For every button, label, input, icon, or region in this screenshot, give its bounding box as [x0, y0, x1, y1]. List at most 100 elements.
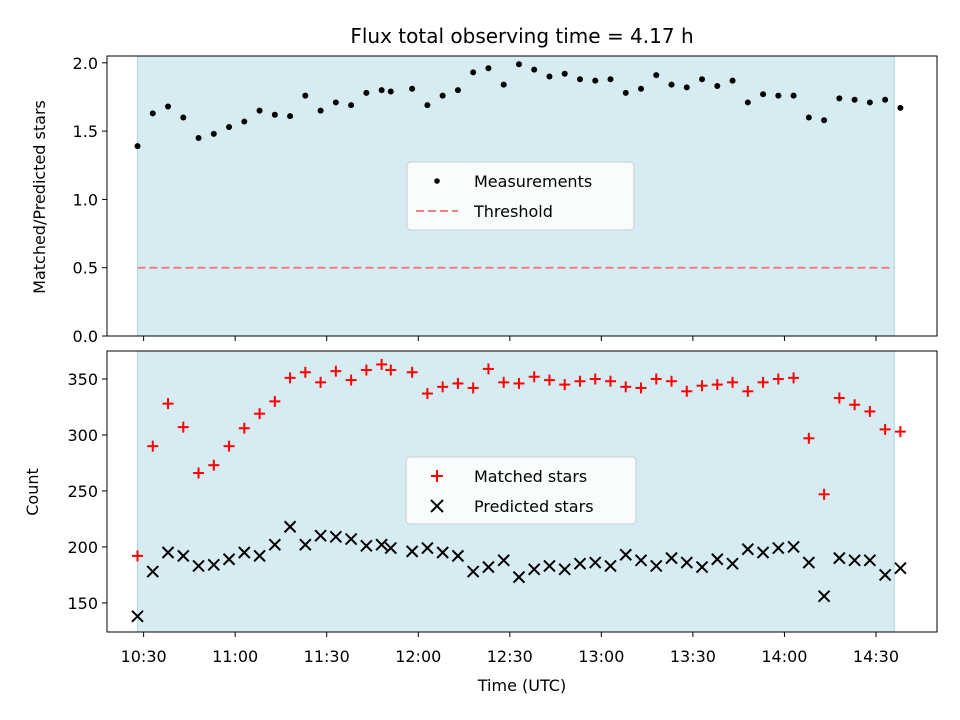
x-tick-label: 13:00 — [578, 647, 624, 666]
predicted-star-point — [695, 560, 709, 574]
legend-predicted-marker — [430, 499, 444, 513]
measurement-point — [531, 66, 538, 73]
predicted-marker-b — [405, 545, 419, 558]
matched-star-point — [254, 408, 266, 420]
predicted-star-point — [848, 554, 861, 567]
predicted-marker-b — [344, 532, 358, 546]
predicted-star-point — [619, 548, 632, 561]
matched-star-point — [406, 366, 418, 378]
predicted-star-point — [146, 565, 159, 578]
matched-star-point — [162, 398, 174, 410]
predicted-marker-b — [634, 554, 648, 567]
matched-star-point — [559, 379, 571, 391]
predicted-marker-b — [451, 549, 465, 563]
measurement-point — [454, 87, 461, 94]
predicted-marker-b — [802, 556, 816, 569]
predicted-marker-b — [238, 546, 251, 559]
legend-measurements-label: Measurements — [474, 172, 592, 191]
predicted-marker-b — [222, 553, 236, 566]
predicted-marker-b — [497, 554, 510, 567]
legend-measurement-marker — [434, 178, 440, 184]
bottom-y-axis-label: Count — [23, 468, 42, 516]
x-tick-label: 11:30 — [304, 647, 350, 666]
matched-star-point — [620, 381, 632, 393]
matched-star-point — [864, 405, 876, 417]
predicted-star-point — [512, 570, 526, 584]
matched-star-point — [193, 467, 205, 479]
predicted-marker-b — [756, 546, 770, 559]
legend-matched-label: Matched stars — [474, 467, 587, 486]
legend-predicted-label: Predicted stars — [474, 497, 594, 516]
matched-star-point — [666, 375, 678, 387]
top-ticks: 0.0 0.5 1.0 1.5 2.0 — [73, 54, 877, 346]
matched-star-point — [177, 421, 189, 433]
predicted-star-point — [207, 558, 221, 572]
predicted-star-point — [634, 554, 648, 567]
measurement-point — [714, 83, 721, 90]
top-legend-box — [406, 161, 635, 231]
measurement-point — [653, 72, 660, 79]
predicted-marker-b — [695, 560, 709, 574]
predicted-star-point — [466, 565, 480, 578]
matched-star-point — [543, 374, 555, 386]
top-legend: Measurements Threshold — [406, 161, 635, 231]
measurement-point — [165, 103, 172, 110]
measurement-point — [210, 130, 217, 137]
matched-star-point — [879, 423, 891, 435]
measurement-point — [668, 81, 675, 88]
measurement-point — [699, 76, 706, 83]
matched-star-point — [528, 371, 540, 383]
matched-star-point — [284, 372, 296, 384]
x-tick-label: 14:30 — [853, 647, 899, 666]
matched-star-point — [635, 382, 647, 394]
matched-star-point — [376, 358, 388, 370]
predicted-star-point — [802, 556, 816, 569]
predicted-star-point — [817, 589, 831, 603]
matched-star-point — [269, 395, 281, 407]
predicted-marker-b — [833, 551, 846, 565]
bottom-legend-box — [405, 456, 637, 525]
predicted-star-point — [314, 529, 327, 542]
predicted-marker-b — [146, 565, 159, 578]
top-y-tick-label: 2.0 — [73, 54, 98, 73]
matched-star-point — [147, 440, 159, 452]
predicted-star-point — [405, 545, 419, 558]
measurement-point — [348, 102, 355, 109]
measurement-point — [470, 69, 477, 76]
measurement-point — [271, 111, 278, 118]
matched-star-point — [772, 373, 784, 385]
measurement-point — [729, 77, 736, 84]
measurement-point — [638, 85, 645, 92]
measurement-point — [515, 61, 522, 68]
predicted-marker-b — [726, 557, 739, 570]
predicted-marker-b — [482, 560, 495, 574]
top-y-tick-label: 1.0 — [73, 190, 98, 209]
measurement-point — [882, 96, 889, 103]
measurement-point — [485, 65, 492, 72]
predicted-marker-b — [527, 563, 541, 576]
predicted-marker-b — [375, 538, 388, 551]
matched-star-point — [833, 392, 845, 404]
predicted-marker-b — [787, 540, 800, 554]
top-y-tick-label: 0.0 — [73, 327, 98, 346]
matched-star-point — [452, 377, 464, 389]
matched-star-point — [818, 488, 830, 500]
measurement-point — [195, 134, 202, 141]
measurement-point — [500, 81, 507, 88]
predicted-star-point — [573, 557, 587, 570]
predicted-star-point — [741, 542, 755, 556]
predicted-marker-b — [436, 546, 449, 559]
top-plot-frame — [106, 55, 938, 337]
predicted-marker-b — [619, 548, 632, 561]
measurement-point — [387, 88, 394, 95]
predicted-marker-b — [878, 568, 892, 582]
matched-star-point — [757, 376, 769, 388]
measurement-point — [775, 92, 782, 99]
matched-star-point — [788, 372, 800, 384]
predicted-star-point — [421, 541, 434, 555]
predicted-marker-b — [299, 538, 312, 551]
x-tick-label: 12:00 — [395, 647, 441, 666]
matched-star-point — [315, 376, 327, 388]
matched-star-point — [742, 385, 754, 397]
